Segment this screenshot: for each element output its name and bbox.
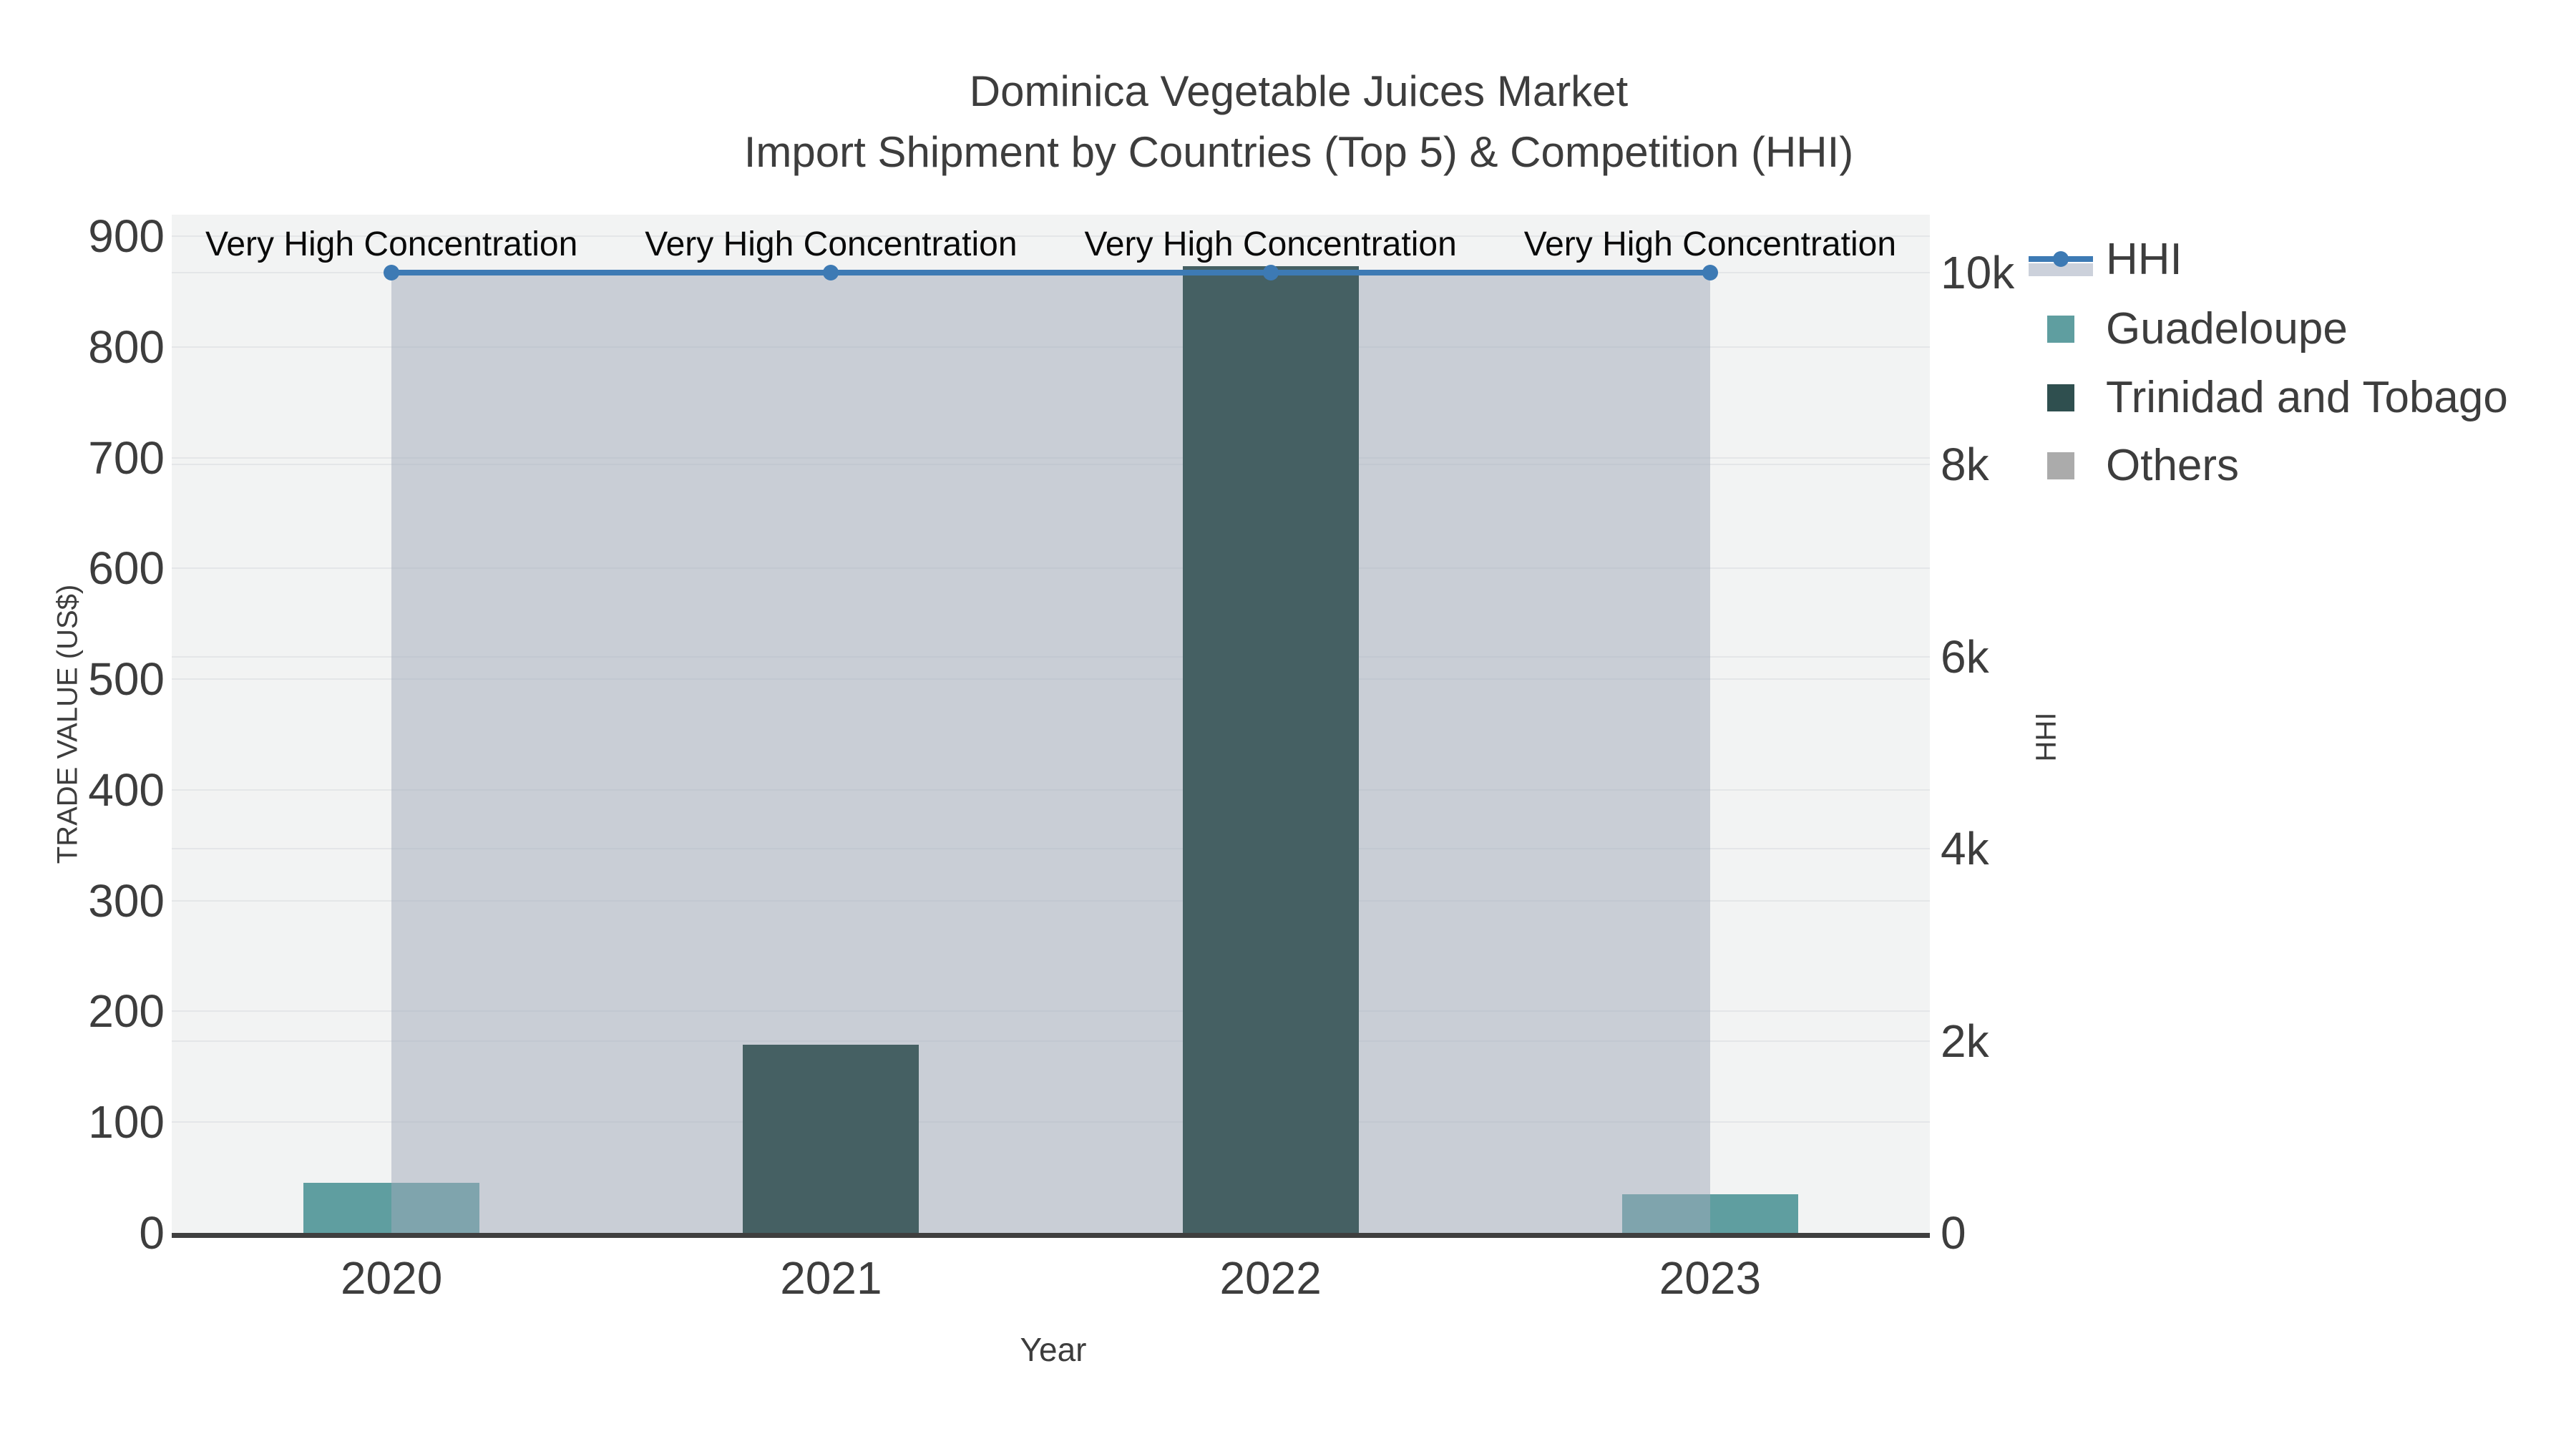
x-axis-title: Year xyxy=(1020,1331,1087,1368)
ytick-left-600: 600 xyxy=(88,542,165,595)
hhi-marker-2020 xyxy=(384,265,400,280)
annotation-2022: Very High Concentration xyxy=(1084,225,1457,263)
ytick-left-300: 300 xyxy=(88,874,165,927)
y-axis-title-left: TRADE VALUE (US$) xyxy=(52,584,84,864)
legend-swatch-trinidad-and-tobago xyxy=(2047,384,2074,411)
xtick-2023: 2023 xyxy=(1659,1252,1762,1304)
ytick-right-10k: 10k xyxy=(1941,247,2015,298)
annotation-2020: Very High Concentration xyxy=(205,225,578,263)
xtick-2021: 2021 xyxy=(780,1252,882,1304)
bar-trinidad-and-tobago-2022 xyxy=(1182,265,1359,1233)
legend-item-guadeloupe: Guadeloupe xyxy=(2106,304,2348,353)
legend-swatch-others xyxy=(2047,452,2074,479)
ytick-right-6k: 6k xyxy=(1941,630,1989,683)
hhi-fill-band xyxy=(391,273,1710,1233)
legend-item-hhi: HHI xyxy=(2106,235,2182,284)
ytick-left-800: 800 xyxy=(88,321,165,373)
ytick-left-400: 400 xyxy=(88,763,165,816)
legend-hhi-marker-icon xyxy=(2053,251,2069,267)
ytick-left-100: 100 xyxy=(88,1096,165,1148)
ytick-right-2k: 2k xyxy=(1941,1015,1989,1067)
chart-subtitle: Import Shipment by Countries (Top 5) & C… xyxy=(743,128,1854,176)
ytick-left-200: 200 xyxy=(88,985,165,1038)
legend-swatch-guadeloupe xyxy=(2047,316,2074,343)
gridline-left-900 xyxy=(172,235,1930,237)
ytick-right-4k: 4k xyxy=(1941,823,1989,875)
hhi-marker-2023 xyxy=(1702,265,1718,280)
legend-item-trinidad-and-tobago: Trinidad and Tobago xyxy=(2106,373,2508,422)
annotation-2023: Very High Concentration xyxy=(1523,225,1897,263)
ytick-left-700: 700 xyxy=(88,431,165,484)
ytick-right-0: 0 xyxy=(1941,1207,1966,1259)
xtick-2020: 2020 xyxy=(340,1252,443,1304)
annotation-2021: Very High Concentration xyxy=(645,225,1018,263)
hhi-marker-2022 xyxy=(1262,265,1279,280)
ytick-left-900: 900 xyxy=(88,210,165,262)
hhi-marker-2021 xyxy=(823,265,839,280)
x-axis-spine xyxy=(172,1233,1930,1238)
ytick-left-500: 500 xyxy=(88,653,165,706)
ytick-right-8k: 8k xyxy=(1941,439,1989,491)
hhi-line xyxy=(391,270,1710,275)
y-axis-title-right: HHI xyxy=(2030,712,2062,762)
bar-trinidad-and-tobago-2021 xyxy=(743,1044,919,1233)
chart-title: Dominica Vegetable Juices Market xyxy=(969,67,1629,115)
xtick-2022: 2022 xyxy=(1219,1252,1322,1304)
ytick-left-0: 0 xyxy=(139,1207,165,1259)
legend-item-others: Others xyxy=(2106,441,2240,490)
legend-hhi-band-sample xyxy=(2029,263,2093,276)
